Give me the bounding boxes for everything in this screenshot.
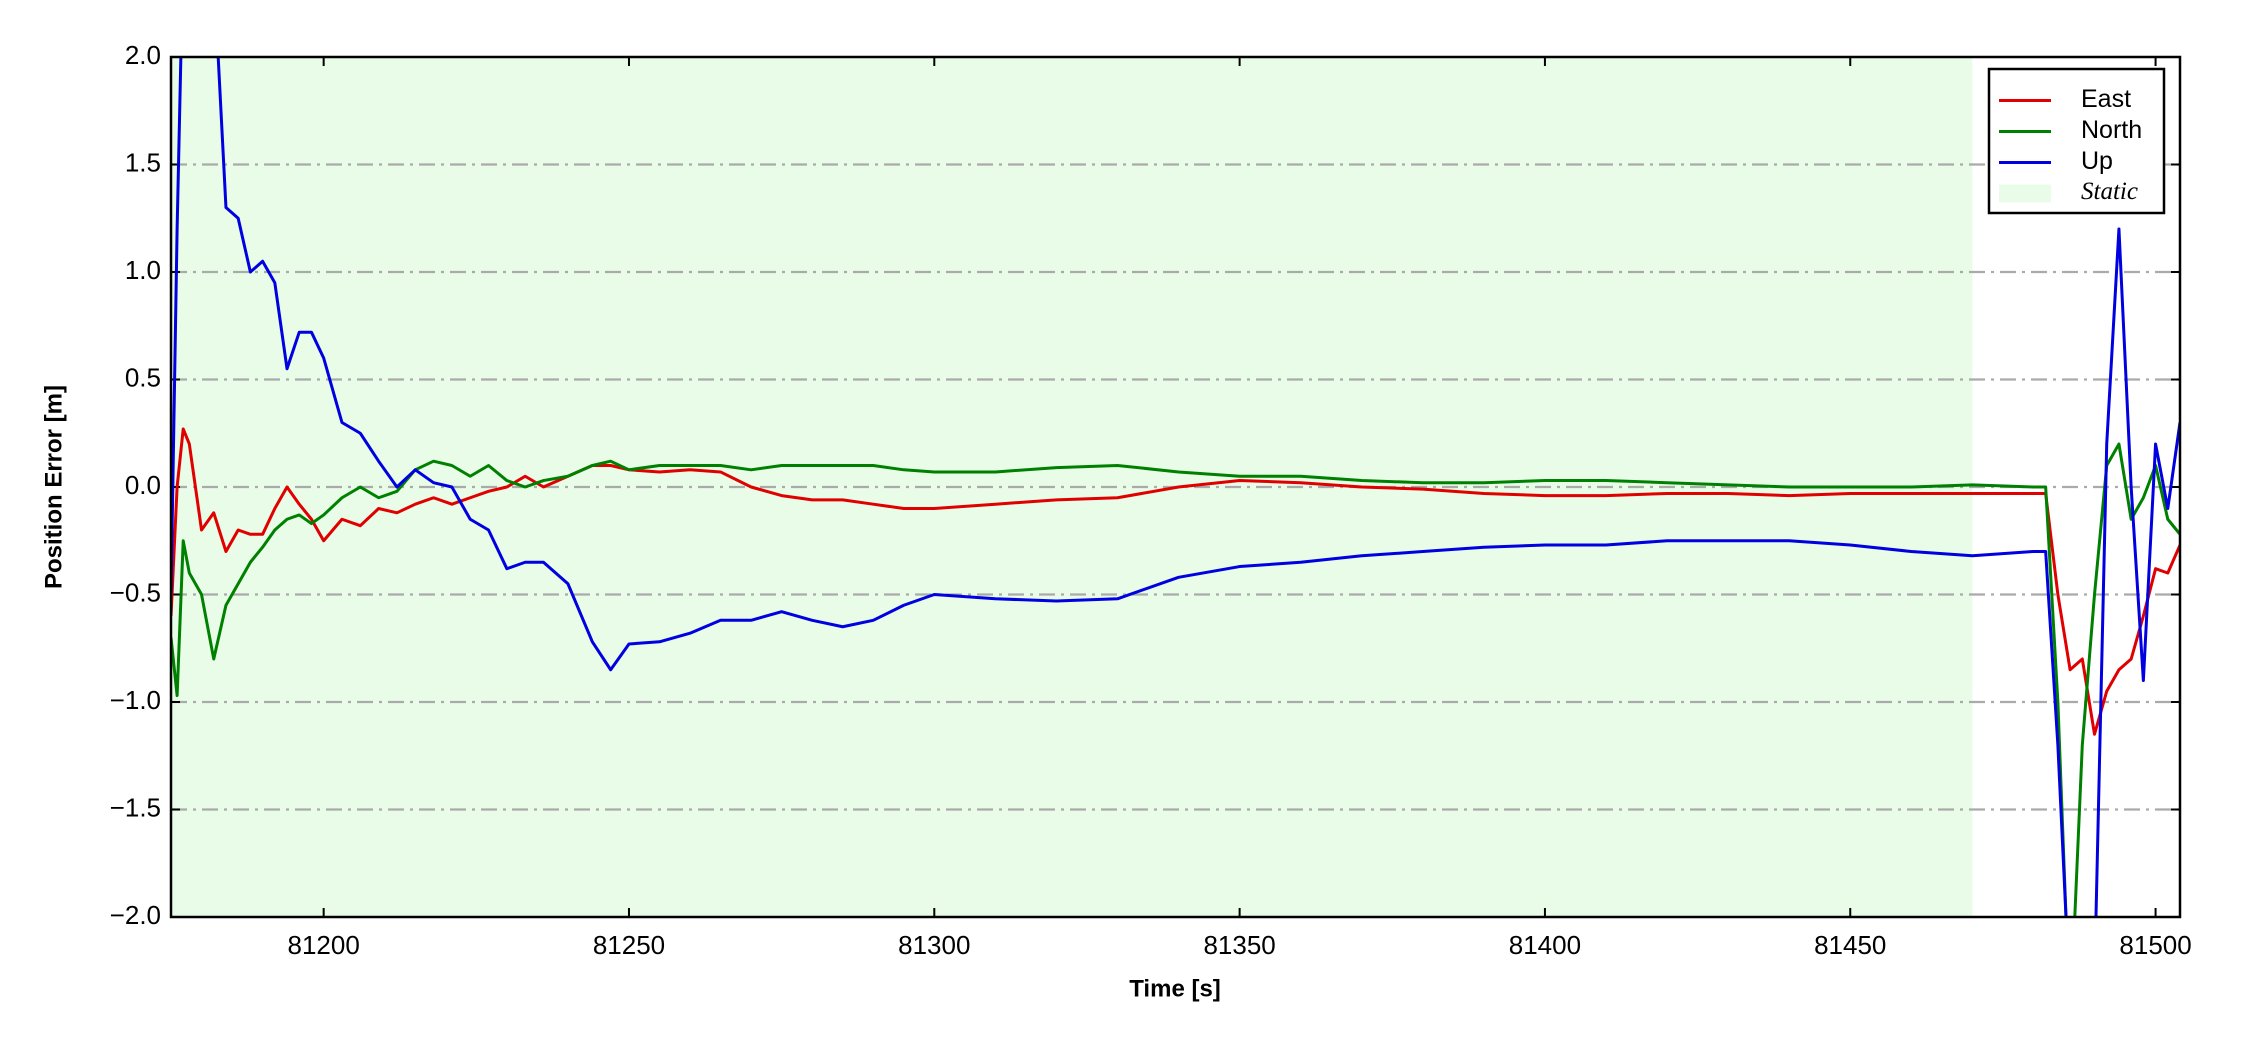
x-tick-label: 81350 — [1203, 930, 1275, 960]
plot-frame — [169, 55, 2182, 919]
legend-label: Static — [2081, 178, 2138, 205]
x-tick-label: 81200 — [288, 930, 360, 960]
x-axis-label: Time [s] — [1129, 975, 1221, 1002]
y-axis-label: Position Error [m] — [40, 385, 67, 589]
plot-lines — [171, 57, 2180, 917]
y-tick-label: −0.5 — [110, 577, 161, 607]
legend: East North Up Static — [1987, 67, 2166, 215]
data-line — [171, 57, 2180, 917]
x-tick-label: 81250 — [593, 930, 665, 960]
x-tick-label: 81400 — [1509, 930, 1581, 960]
y-tick-label: 1.5 — [125, 147, 161, 177]
legend-label: East — [2081, 85, 2131, 113]
y-tick-label: 1.0 — [125, 255, 161, 285]
x-tick-label: 81300 — [898, 930, 970, 960]
y-tick-label: 0.5 — [125, 362, 161, 392]
legend-label: North — [2081, 116, 2142, 144]
y-tick-label: −1.5 — [110, 792, 161, 822]
y-tick-label: −2.0 — [110, 900, 161, 930]
legend-label: Up — [2081, 147, 2113, 175]
data-line — [171, 427, 2180, 736]
legend-swatch — [1999, 184, 2051, 203]
x-tick-label: 81500 — [2119, 930, 2191, 960]
data-line — [171, 442, 2180, 917]
x-tick-label: 81450 — [1814, 930, 1886, 960]
y-tick-label: 2.0 — [125, 40, 161, 70]
y-tick-label: −1.0 — [110, 685, 161, 715]
y-tick-label: 0.0 — [125, 470, 161, 500]
